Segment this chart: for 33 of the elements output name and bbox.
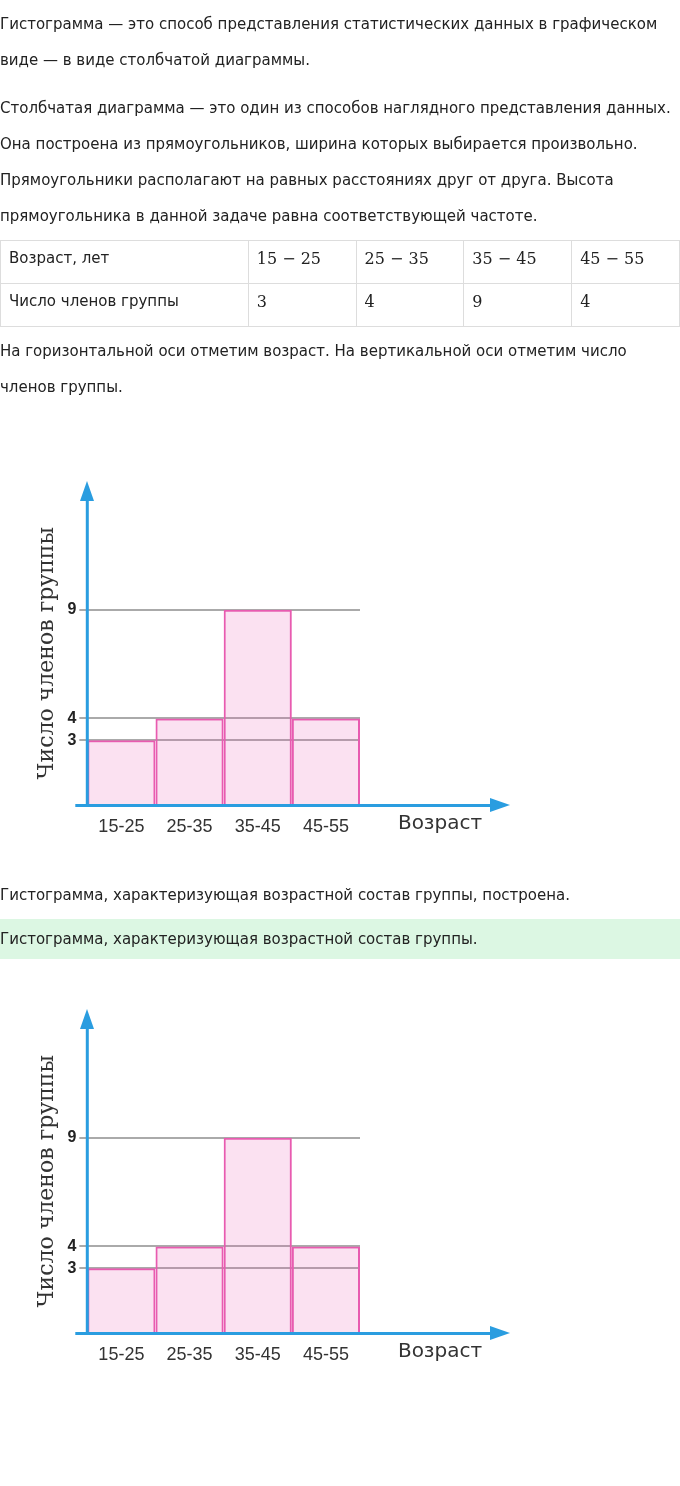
x-tick-label: 35-45 xyxy=(234,816,281,837)
data-label: 3 xyxy=(248,283,357,327)
x-tick-label: 15-25 xyxy=(98,1344,145,1365)
x-tick-label: 35-45 xyxy=(234,1344,281,1365)
x-axis-title: Возраст xyxy=(397,809,483,834)
data-label: 4 xyxy=(356,283,464,327)
text: На горизонтальной оси отметим возраст. На вертикальной оси отметим число членов группы. xyxy=(0,342,627,396)
y-tick-label: 9 xyxy=(67,600,77,618)
y-tick-label: 4 xyxy=(67,1236,77,1254)
text: Столбчатая диаграмма — это один из способов наглядного представления данных. Она построена из прямоугольников, ширина которых выбирается произвольно. Прямоугольники располагают на равных расстояниях друг от друга. Высота прямоугольника в данной задаче равна соответствующей частоте. xyxy=(0,99,671,225)
y-tick-label: 3 xyxy=(67,730,77,748)
data-label: 9 xyxy=(463,283,572,327)
x-tick-label: 25-35 xyxy=(166,816,213,837)
x-tick-label: 45-55 xyxy=(302,816,349,837)
chart-title: Гистограмма — это способ представления статистических данных в графическом виде — в виде столбчатой диаграммы. xyxy=(0,15,658,69)
y-tick-label: 4 xyxy=(67,708,77,726)
text: Число членов группы xyxy=(0,283,249,327)
category-label: 45 − 55 xyxy=(571,240,680,284)
text: Возраст, лет xyxy=(0,240,249,284)
chart-title: Гистограмма, характеризующая возрастной состав группы, построена. xyxy=(0,885,572,906)
x-tick-label: 25-35 xyxy=(166,1344,213,1365)
x-axis-title: Возраст xyxy=(397,1337,483,1362)
category-label: 25 − 35 xyxy=(356,240,464,284)
y-tick-label: 9 xyxy=(67,1128,77,1146)
data-label: 4 xyxy=(571,283,680,327)
y-axis-title: Число членов группы xyxy=(32,1054,58,1308)
chart-subtitle: Гистограмма, характеризующая возрастной состав группы. xyxy=(0,919,680,959)
category-label: 35 − 45 xyxy=(463,240,572,284)
x-tick-label: 45-55 xyxy=(302,1344,349,1365)
category-label: 15 − 25 xyxy=(248,240,357,284)
y-tick-label: 3 xyxy=(67,1258,77,1276)
y-axis-title: Число членов группы xyxy=(32,526,58,780)
x-tick-label: 15-25 xyxy=(98,816,145,837)
